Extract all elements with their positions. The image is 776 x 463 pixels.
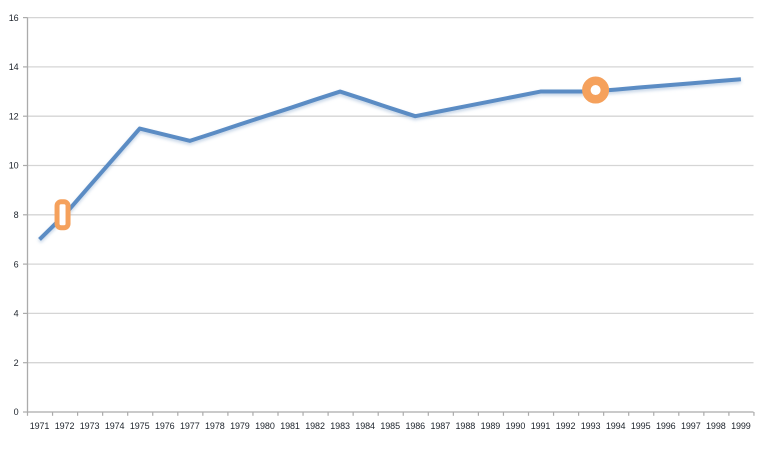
x-axis-label: 1998 <box>706 421 726 431</box>
x-axis-label: 1990 <box>506 421 526 431</box>
x-axis-label: 1976 <box>155 421 175 431</box>
y-axis-label: 14 <box>9 62 19 72</box>
y-axis-label: 0 <box>14 407 19 417</box>
x-axis-label: 1997 <box>681 421 701 431</box>
x-axis-label: 1994 <box>606 421 626 431</box>
x-axis-label: 1988 <box>456 421 476 431</box>
x-axis-label: 1986 <box>405 421 425 431</box>
y-axis-label: 6 <box>14 259 19 269</box>
y-axis-label: 12 <box>9 111 19 121</box>
x-axis-label: 1983 <box>330 421 350 431</box>
x-axis-label: 1984 <box>355 421 375 431</box>
x-axis-label: 1992 <box>556 421 576 431</box>
x-axis-label: 1981 <box>280 421 300 431</box>
x-axis-label: 1996 <box>656 421 676 431</box>
annotation-circle-1993 <box>582 76 610 104</box>
x-axis-label: 1991 <box>531 421 551 431</box>
x-axis-label: 1993 <box>581 421 601 431</box>
x-axis-label: 1977 <box>180 421 200 431</box>
x-axis-label: 1971 <box>30 421 50 431</box>
y-axis-label: 16 <box>9 13 19 23</box>
x-axis-label: 1975 <box>130 421 150 431</box>
x-axis-label: 1972 <box>55 421 75 431</box>
y-axis-label: 8 <box>14 210 19 220</box>
annotation-rectangle-1972 <box>54 199 71 231</box>
x-axis-label: 1987 <box>430 421 450 431</box>
x-axis-label: 1989 <box>481 421 501 431</box>
x-axis-label: 1973 <box>80 421 100 431</box>
y-axis-label: 4 <box>14 309 19 319</box>
y-axis-label: 10 <box>9 161 19 171</box>
x-axis-label: 1985 <box>380 421 400 431</box>
x-axis-label: 1982 <box>305 421 325 431</box>
x-axis-label: 1999 <box>731 421 751 431</box>
x-axis-label: 1978 <box>205 421 225 431</box>
x-axis-label: 1974 <box>105 421 125 431</box>
y-axis-label: 2 <box>14 358 19 368</box>
x-axis-label: 1980 <box>255 421 275 431</box>
x-axis-label: 1979 <box>230 421 250 431</box>
x-axis-label: 1995 <box>631 421 651 431</box>
data-series-line <box>38 77 742 241</box>
